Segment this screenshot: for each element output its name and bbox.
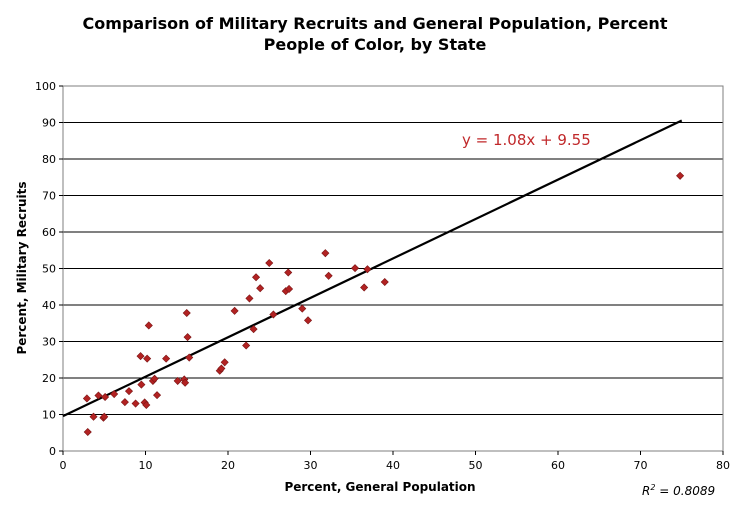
data-point-34 — [249, 325, 258, 334]
x-tick-label: 0 — [60, 459, 67, 472]
data-point-7 — [101, 392, 110, 402]
data-point-3 — [89, 412, 98, 421]
data-point-45 — [324, 271, 333, 280]
data-point-8 — [110, 390, 119, 399]
data-point-22 — [173, 376, 182, 385]
data-point-24 — [181, 378, 190, 387]
data-point-4 — [94, 391, 103, 400]
x-tick-label: 50 — [469, 459, 483, 472]
data-point-37 — [265, 259, 274, 268]
y-tick-label: 80 — [42, 153, 56, 166]
data-point-36 — [256, 284, 265, 293]
data-point-33 — [245, 294, 254, 303]
y-tick-label: 0 — [49, 445, 56, 458]
data-point-42 — [298, 304, 307, 313]
r-squared-value: = 0.8089 — [655, 484, 715, 498]
data-point-50 — [676, 171, 685, 180]
data-point-16 — [143, 354, 152, 363]
data-point-13 — [137, 380, 146, 389]
x-tick-label: 60 — [551, 459, 565, 472]
data-point-10 — [124, 387, 134, 396]
data-point-20 — [153, 391, 162, 400]
data-point-38 — [269, 310, 278, 319]
trendline-layer — [62, 119, 683, 418]
x-tick-label: 10 — [139, 459, 153, 472]
r-squared-exponent: 2 — [650, 483, 655, 492]
x-tick-label: 40 — [386, 459, 400, 472]
data-point-26 — [183, 333, 192, 342]
chart-title-line-2: People of Color, by State — [263, 35, 487, 54]
data-point-17 — [144, 321, 153, 330]
r-squared-label: R2 = 0.8089 — [642, 483, 715, 498]
trendline-equation: y = 1.08x + 9.55 — [462, 131, 591, 149]
y-tick-label: 40 — [42, 299, 56, 312]
trendline — [62, 119, 683, 418]
y-tick-label: 30 — [42, 336, 56, 349]
y-tick-label: 20 — [42, 372, 56, 385]
x-tick-label: 20 — [221, 459, 235, 472]
data-point-12 — [136, 352, 145, 361]
y-tick-label: 60 — [42, 226, 56, 239]
data-point-40 — [284, 268, 293, 277]
data-point-21 — [162, 354, 171, 363]
data-point-27 — [185, 353, 194, 362]
x-axis-label: Percent, General Population — [284, 480, 475, 494]
gridlines — [63, 122, 723, 415]
x-tick-label: 30 — [304, 459, 318, 472]
y-tick-label: 90 — [42, 117, 56, 130]
data-points — [82, 171, 685, 437]
y-tick-label: 50 — [42, 263, 56, 276]
r-squared-prefix: R — [642, 484, 650, 498]
y-tick-label: 100 — [35, 80, 56, 93]
y-tick-label: 10 — [42, 409, 56, 422]
data-point-43 — [304, 316, 313, 325]
data-point-9 — [120, 398, 129, 407]
chart-title-line-1: Comparison of Military Recruits and Gene… — [82, 14, 668, 33]
data-point-31 — [230, 306, 239, 315]
data-point-2 — [83, 427, 92, 437]
data-point-15 — [142, 400, 151, 410]
data-point-44 — [321, 249, 330, 258]
y-axis-label: Percent, Military Recruits — [15, 181, 29, 354]
data-point-25 — [182, 309, 191, 318]
data-point-46 — [351, 264, 360, 273]
data-point-49 — [380, 277, 389, 287]
data-point-29 — [217, 364, 226, 373]
data-point-47 — [360, 283, 369, 292]
y-tick-label: 70 — [42, 190, 56, 203]
x-tick-label: 80 — [716, 459, 730, 472]
data-point-35 — [252, 273, 261, 282]
data-point-48 — [363, 265, 372, 274]
data-point-32 — [242, 341, 251, 350]
data-point-19 — [150, 374, 159, 383]
data-point-6 — [100, 412, 109, 421]
data-point-11 — [131, 399, 140, 408]
data-point-1 — [82, 394, 91, 403]
data-point-41 — [285, 284, 294, 293]
data-point-30 — [220, 358, 229, 367]
x-tick-label: 70 — [634, 459, 648, 472]
axis-ticks: 0 10 20 30 40 50 60 70 80 90 100 0 10 20 30 40 50 60 70 80 — [35, 80, 730, 472]
